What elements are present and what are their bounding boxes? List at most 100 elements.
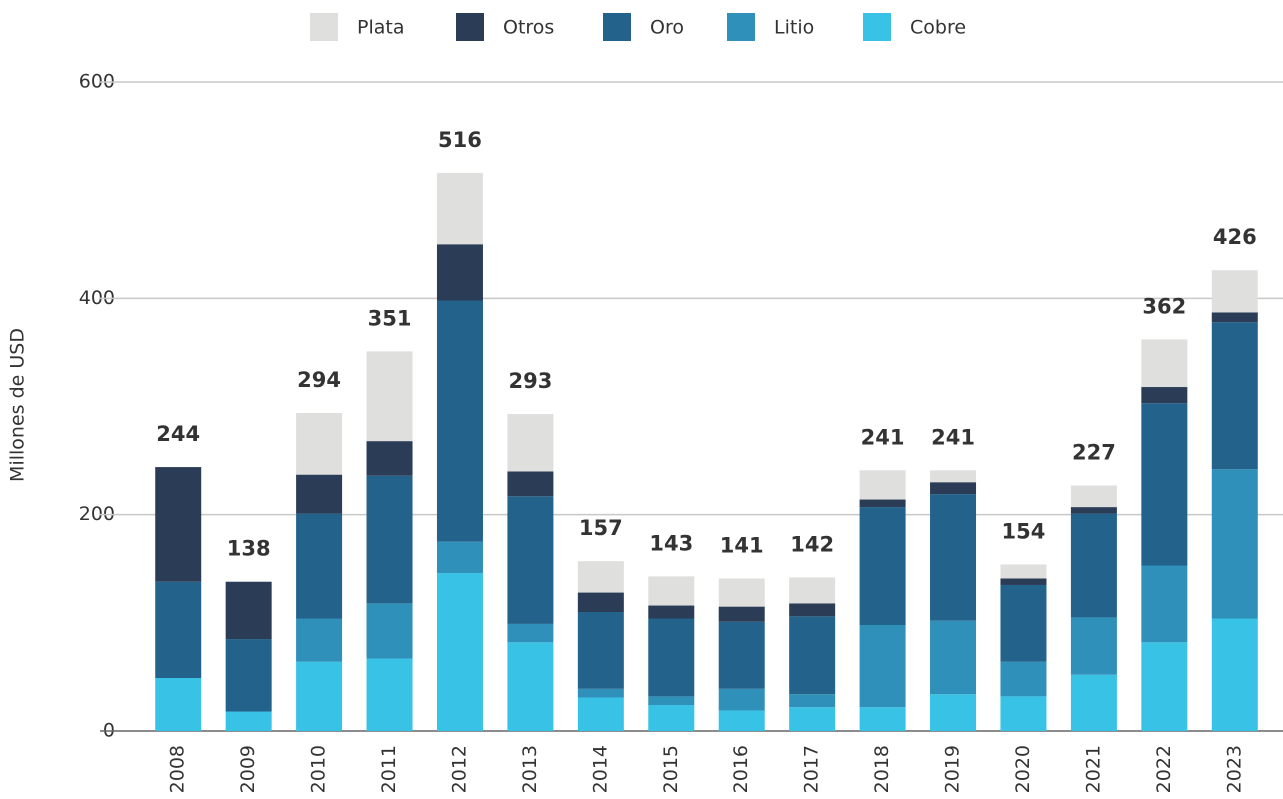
- legend-swatch: [863, 13, 891, 41]
- bar-segment: [577, 612, 624, 689]
- bar-segment: [296, 661, 343, 731]
- bar-segment: [1141, 642, 1188, 731]
- bar-segment: [1141, 387, 1188, 404]
- total-label: 143: [649, 531, 693, 555]
- bar-segment: [930, 694, 977, 731]
- legend-swatch: [310, 13, 338, 41]
- bar-segment: [436, 172, 483, 245]
- total-label: 157: [579, 516, 623, 540]
- legend-label: Cobre: [910, 17, 966, 39]
- bar-segment: [648, 605, 695, 619]
- bar-segment: [859, 470, 906, 500]
- bar-segment: [789, 603, 836, 617]
- bar-segment: [225, 639, 272, 712]
- bar-segment: [1211, 469, 1258, 619]
- bar-segment: [225, 581, 272, 640]
- legend-label: Oro: [650, 17, 684, 39]
- total-label: 142: [790, 532, 834, 556]
- bar-segment: [789, 577, 836, 604]
- bar-segment: [648, 576, 695, 606]
- total-label: 241: [861, 425, 905, 449]
- x-tick-label: 2011: [378, 745, 400, 793]
- legend-label: Plata: [357, 17, 404, 39]
- bar-segment: [648, 705, 695, 731]
- bar-segment: [577, 561, 624, 593]
- x-tick-label: 2012: [448, 745, 470, 793]
- bar-segment: [366, 441, 413, 476]
- legend-label: Otros: [503, 17, 554, 39]
- bar-segment: [366, 603, 413, 659]
- bar-segment: [1211, 322, 1258, 470]
- bar-segment: [155, 581, 202, 678]
- bar-segment: [930, 620, 977, 695]
- x-tick-label: 2009: [237, 745, 259, 793]
- bar-segment: [436, 573, 483, 731]
- bar-segment: [859, 624, 906, 708]
- bar-segment: [436, 541, 483, 574]
- total-label: 227: [1072, 440, 1116, 464]
- total-label: 516: [438, 128, 482, 152]
- y-tick-label: 600: [79, 71, 115, 93]
- bar-segment: [296, 618, 343, 662]
- legend-swatch: [603, 13, 631, 41]
- total-label: 141: [720, 533, 764, 557]
- bar-segment: [1070, 485, 1117, 508]
- bar-segment: [930, 482, 977, 495]
- bar-segment: [718, 621, 765, 689]
- bar-segment: [1211, 618, 1258, 731]
- bar-segment: [648, 696, 695, 706]
- legend-label: Litio: [774, 17, 814, 39]
- bar-segment: [718, 710, 765, 731]
- bar-segment: [296, 412, 343, 475]
- bar-segment: [859, 707, 906, 731]
- total-label: 244: [156, 422, 200, 446]
- x-tick-label: 2021: [1082, 745, 1104, 793]
- x-tick-label: 2015: [660, 745, 682, 793]
- total-label: 351: [368, 306, 412, 330]
- legend-swatch: [456, 13, 484, 41]
- bar-segment: [1070, 674, 1117, 731]
- x-tick-label: 2023: [1223, 745, 1245, 793]
- total-label: 426: [1213, 225, 1257, 249]
- bar-segment: [1000, 578, 1047, 585]
- bar-segment: [718, 688, 765, 711]
- total-label: 154: [1002, 519, 1046, 543]
- bar-segment: [1000, 584, 1047, 662]
- bar-segment: [1211, 270, 1258, 313]
- x-tick-label: 2016: [730, 745, 752, 793]
- bar-segment: [718, 606, 765, 622]
- bar-segment: [718, 578, 765, 607]
- bar-segment: [789, 707, 836, 731]
- x-tick-label: 2008: [167, 745, 189, 793]
- y-axis-label: Millones de USD: [7, 328, 29, 482]
- bar-segment: [507, 642, 554, 731]
- legend-swatch: [727, 13, 755, 41]
- total-label: 362: [1142, 294, 1186, 318]
- bar-segment: [225, 711, 272, 731]
- bar-segment: [577, 688, 624, 698]
- bar-segment: [507, 623, 554, 643]
- x-tick-label: 2018: [871, 745, 893, 793]
- bar-segment: [366, 658, 413, 731]
- bar-segment: [789, 616, 836, 695]
- bar-segment: [930, 494, 977, 621]
- y-tick-label: 400: [79, 287, 115, 309]
- x-tick-label: 2013: [519, 745, 541, 793]
- bar-segment: [930, 470, 977, 483]
- bar-segment: [296, 474, 343, 514]
- bar-segment: [1070, 617, 1117, 675]
- x-tick-label: 2019: [942, 745, 964, 793]
- x-tick-label: 2020: [1012, 745, 1034, 793]
- bar-segment: [507, 471, 554, 497]
- bar-segment: [648, 618, 695, 697]
- bar-segment: [577, 592, 624, 613]
- bar-segment: [507, 414, 554, 472]
- bar-segment: [789, 694, 836, 708]
- x-tick-label: 2010: [308, 745, 330, 793]
- bar-segment: [1141, 339, 1188, 388]
- total-label: 241: [931, 425, 975, 449]
- bar-segment: [1141, 403, 1188, 566]
- bar-segment: [436, 300, 483, 542]
- x-tick-label: 2017: [801, 745, 823, 793]
